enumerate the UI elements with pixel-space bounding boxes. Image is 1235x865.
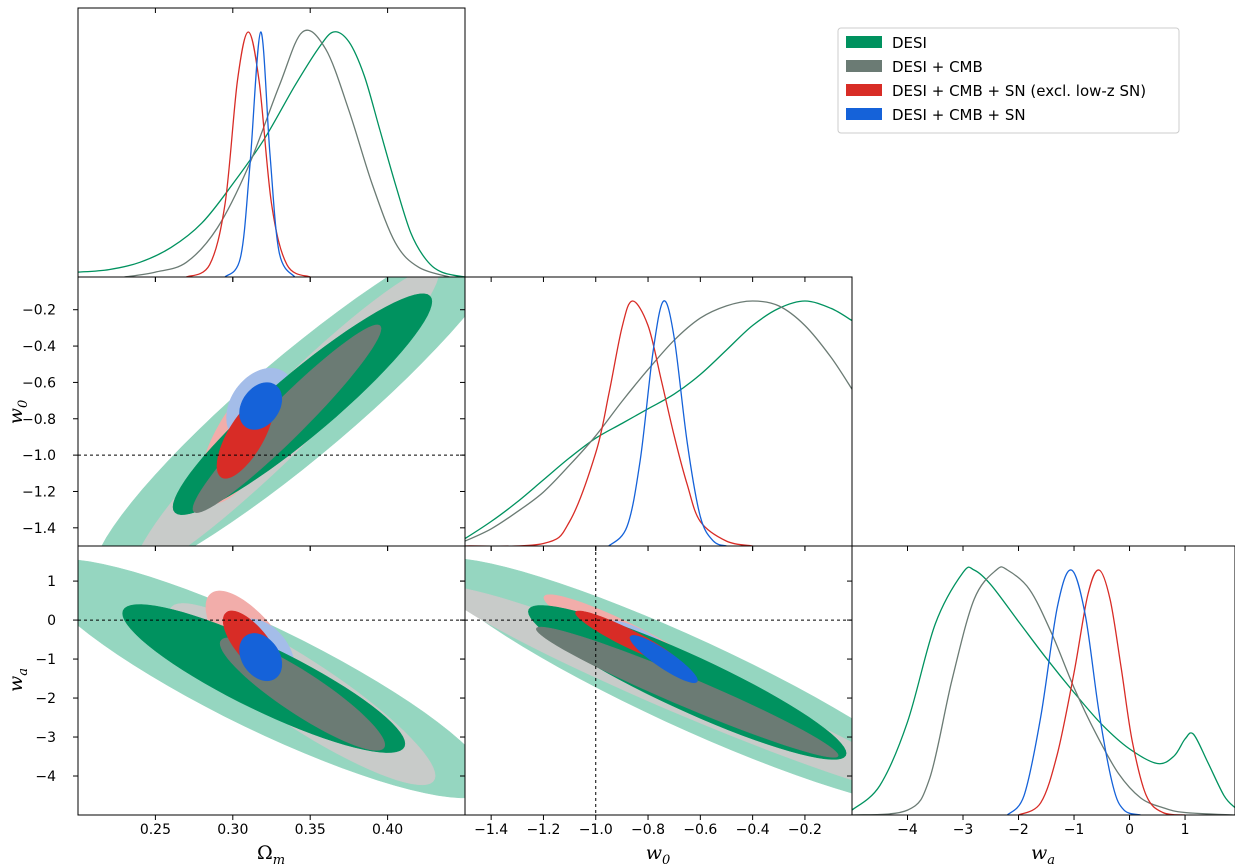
x-tick-label: 0.40: [372, 822, 403, 838]
x-tick-label: −1.4: [474, 822, 508, 838]
legend: DESI DESI + CMB DESI + CMB + SN (excl. low…: [837, 27, 1180, 134]
legend-swatch-3: [846, 108, 882, 120]
contours-w0-om: [101, 277, 465, 546]
legend-label-0: DESI: [892, 34, 927, 52]
x-tick-label: −0.6: [683, 822, 717, 838]
x-tick-label: 0: [1125, 822, 1134, 838]
marginal-curve-1: [852, 566, 1235, 815]
y-tick-label: −2: [35, 691, 56, 707]
legend-box: [837, 27, 1180, 134]
contour-68-3: [239, 633, 283, 682]
marginal-om: [78, 29, 465, 277]
legend-swatch-2: [846, 84, 882, 96]
legend-label-1: DESI + CMB: [892, 58, 983, 76]
x-tick-label: −0.8: [631, 822, 665, 838]
x-tick-label: −2: [1008, 822, 1029, 838]
y-tick-label: −4: [35, 769, 56, 785]
marginal-w0: [465, 300, 852, 546]
y-tick-label: −1.0: [22, 448, 56, 464]
marginal-curve-2: [1018, 569, 1186, 815]
x-tick-label: −1.2: [526, 822, 560, 838]
x-tick-label: 0.30: [217, 822, 248, 838]
x-tick-label: 0.25: [140, 822, 171, 838]
legend-swatch-0: [846, 36, 882, 48]
marginal-curve-1: [465, 300, 852, 542]
x-tick-label: 0.35: [295, 822, 326, 838]
contours-wa-w0: [465, 558, 852, 794]
marginal-curve-3: [1006, 569, 1141, 815]
x-tick-label: −0.4: [736, 822, 770, 838]
marginal-curve-0: [465, 300, 852, 540]
legend-label-2: DESI + CMB + SN (excl. low-z SN): [892, 82, 1146, 100]
x-tick-label: −1: [1064, 822, 1085, 838]
contours-wa-om: [78, 559, 465, 799]
y-tick-label: 0: [47, 613, 56, 629]
y-tick-label: 1: [47, 574, 56, 590]
contour-68-3: [239, 382, 283, 430]
marginal-curve-3: [608, 300, 727, 546]
y-tick-label: −3: [35, 730, 56, 746]
y-tick-label: −0.4: [22, 339, 56, 355]
marginal-curve-3: [224, 31, 296, 277]
contour-68-3: [629, 635, 698, 684]
x-tick-label: −1.0: [579, 822, 613, 838]
legend-swatch-1: [846, 60, 882, 72]
y-tick-label: −1.4: [22, 521, 56, 537]
x-tick-label: −0.2: [788, 822, 822, 838]
marginal-wa: [852, 566, 1235, 815]
panel-frame: [77, 7, 466, 278]
y-tick-label: −0.6: [22, 375, 56, 391]
y-tick-label: −0.8: [22, 412, 56, 428]
x-axis-label-om: Ωm: [257, 842, 285, 865]
marginal-curve-0: [852, 566, 1235, 811]
marginal-curve-1: [124, 29, 450, 277]
contour-68-1: [535, 626, 839, 758]
x-axis-label-w0: w0: [646, 842, 671, 865]
marginal-curve-0: [78, 31, 465, 277]
x-tick-label: 1: [1181, 822, 1190, 838]
x-tick-label: −3: [953, 822, 974, 838]
marginal-curve-2: [465, 300, 753, 546]
y-axis-label-w0: w0: [5, 400, 31, 425]
x-tick-label: −4: [897, 822, 918, 838]
panel-frame: [851, 545, 1235, 816]
x-axis-label-wa: wa: [1031, 842, 1055, 865]
y-tick-label: −1: [35, 652, 56, 668]
y-axis-label-wa: wa: [5, 668, 31, 692]
y-tick-label: −1.2: [22, 484, 56, 500]
marginal-curve-2: [186, 31, 311, 277]
y-tick-label: −0.2: [22, 303, 56, 319]
legend-label-3: DESI + CMB + SN: [892, 106, 1026, 124]
